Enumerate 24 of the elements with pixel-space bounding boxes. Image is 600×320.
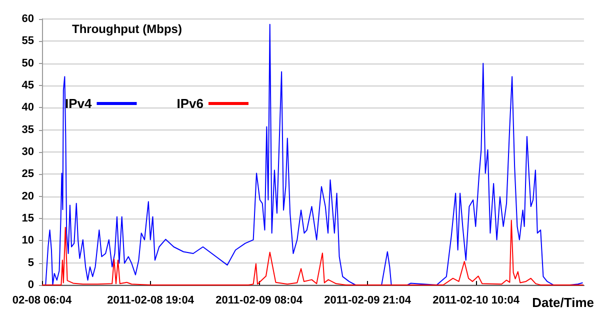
line-series bbox=[45, 24, 584, 286]
x-tick-label: 2011-02-08 19:04 bbox=[107, 294, 195, 306]
x-tick-label: 2011-02-09 21:04 bbox=[324, 294, 412, 306]
x-tick-label: 2011-02-09 08:04 bbox=[216, 294, 304, 306]
y-tick-label: 55 bbox=[22, 35, 34, 48]
x-tick-label: 2011-02-10 10:04 bbox=[432, 294, 520, 306]
y-tick-label: 50 bbox=[22, 57, 34, 70]
y-tick-label: 5 bbox=[28, 256, 34, 269]
y-tick-label: 10 bbox=[22, 234, 34, 247]
x-axis-title: Date/Time bbox=[532, 295, 594, 310]
y-tick-label: 40 bbox=[22, 102, 34, 114]
y-tick-label: 15 bbox=[22, 212, 34, 224]
y-axis-title: Throughput (Mbps) bbox=[72, 22, 182, 36]
y-tick-label: 60 bbox=[22, 13, 34, 25]
y-tick-label: 35 bbox=[22, 124, 34, 136]
y-tick-label: 25 bbox=[22, 168, 34, 180]
y-tick-label: 45 bbox=[22, 80, 34, 92]
legend-label: IPv4 bbox=[64, 96, 93, 111]
line-series bbox=[42, 220, 584, 286]
x-tick-label: 02-08 06:04 bbox=[12, 294, 73, 306]
legend-label: IPv6 bbox=[176, 96, 204, 111]
y-tick-label: 30 bbox=[22, 146, 34, 158]
y-tick-label: 0 bbox=[28, 279, 34, 291]
y-tick-label: 20 bbox=[22, 190, 34, 202]
